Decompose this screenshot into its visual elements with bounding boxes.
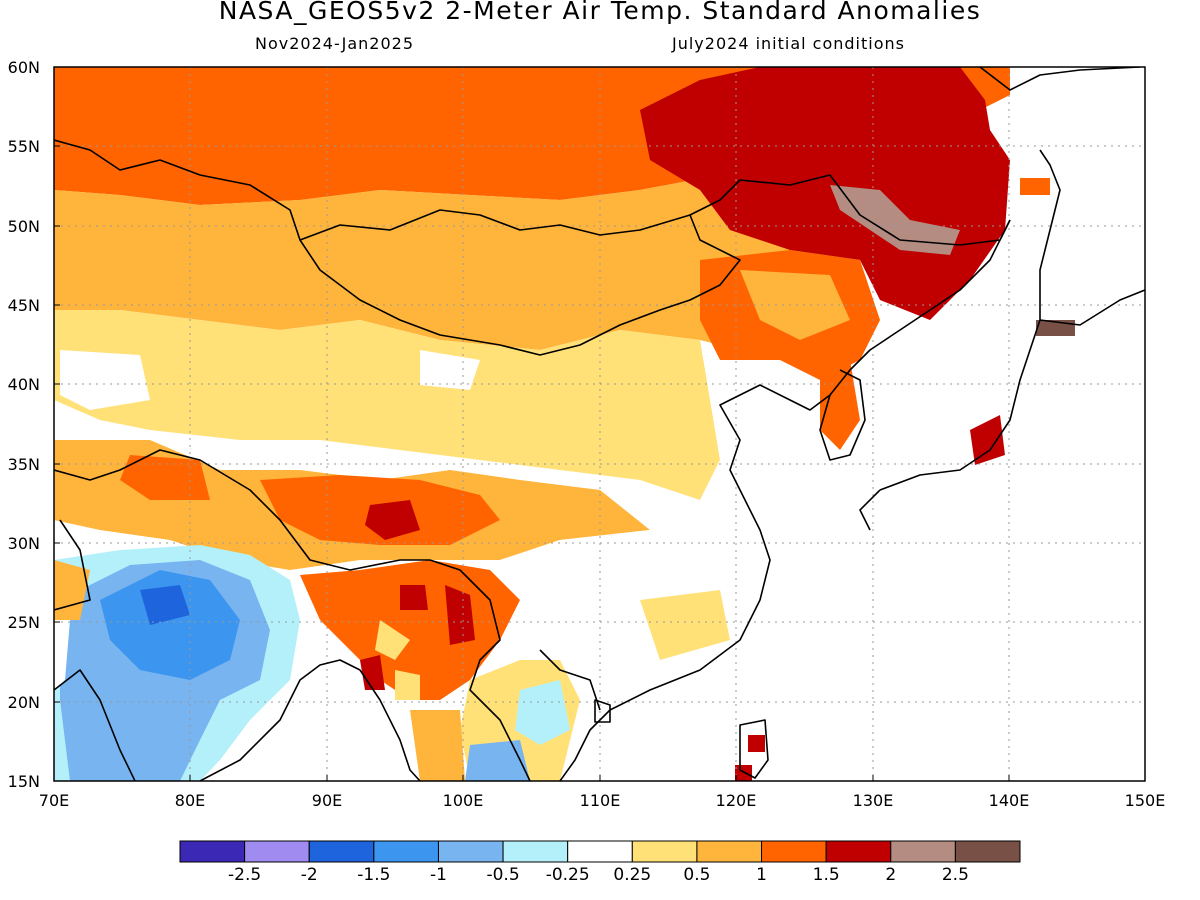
lat-label: 45N	[8, 296, 40, 315]
lon-label: 110E	[580, 791, 621, 810]
colorbar-label: 0.25	[613, 865, 651, 885]
lat-label: 15N	[8, 772, 40, 791]
lat-label: 25N	[8, 613, 40, 632]
colorbar-label: -0.25	[546, 865, 590, 885]
colorbar-swatch	[890, 840, 956, 863]
lon-label: 80E	[175, 791, 205, 810]
colorbar-label: 2.5	[942, 865, 969, 885]
colorbar-label: 1	[756, 865, 767, 885]
lon-label: 120E	[716, 791, 757, 810]
lat-label: 35N	[8, 455, 40, 474]
colorbar-swatch	[696, 840, 763, 863]
colorbar-swatch	[437, 840, 504, 863]
colorbar-swatch	[631, 840, 698, 863]
colorbar-label: -0.5	[486, 865, 519, 885]
colorbar: -2.5 -2 -1.5 -1 -0.5 -0.25 0.25 0.5 1 1.5 2 2.5	[179, 840, 1021, 885]
lon-label: 100E	[443, 791, 484, 810]
colorbar-swatch	[244, 840, 310, 863]
longitude-labels: 70E 80E 90E 100E 110E 120E 130E 140E 150…	[39, 791, 1166, 810]
lon-label: 70E	[39, 791, 69, 810]
colorbar-swatch	[179, 840, 246, 863]
lat-label: 20N	[8, 693, 40, 712]
lon-label: 150E	[1125, 791, 1166, 810]
lat-label: 55N	[8, 137, 40, 156]
colorbar-swatch	[761, 840, 827, 863]
latitude-labels: 15N 20N 25N 30N 35N 40N 45N 50N 55N 60N	[8, 58, 40, 791]
colorbar-swatch	[502, 840, 569, 863]
colorbar-label: -1.5	[357, 865, 390, 885]
colorbar-swatch	[308, 840, 375, 863]
lat-label: 40N	[8, 375, 40, 394]
colorbar-label: 0.5	[683, 865, 710, 885]
colorbar-swatch	[825, 840, 892, 863]
lon-label: 140E	[989, 791, 1030, 810]
colorbar-swatch	[954, 840, 1021, 863]
lon-label: 90E	[312, 791, 342, 810]
colorbar-label: -2.5	[228, 865, 261, 885]
map-title: NASA_GEOS5v2 2-Meter Air Temp. Standard …	[218, 0, 982, 25]
forecast-period: Nov2024-Jan2025	[255, 34, 414, 53]
initial-conditions: July2024 initial conditions	[672, 34, 905, 53]
colorbar-swatch	[373, 840, 439, 863]
lat-label: 60N	[8, 58, 40, 77]
colorbar-label: 2	[885, 865, 896, 885]
colorbar-swatch	[567, 840, 633, 863]
graticule	[54, 67, 1145, 781]
colorbar-label: -1	[430, 865, 447, 885]
lon-label: 130E	[853, 791, 894, 810]
colorbar-label: -2	[301, 865, 318, 885]
coastlines-borders	[54, 67, 1145, 781]
lat-label: 50N	[8, 217, 40, 236]
colorbar-label: 1.5	[813, 865, 840, 885]
lat-label: 30N	[8, 534, 40, 553]
tick-marks	[54, 145, 1010, 781]
anomaly-field	[54, 67, 1145, 781]
